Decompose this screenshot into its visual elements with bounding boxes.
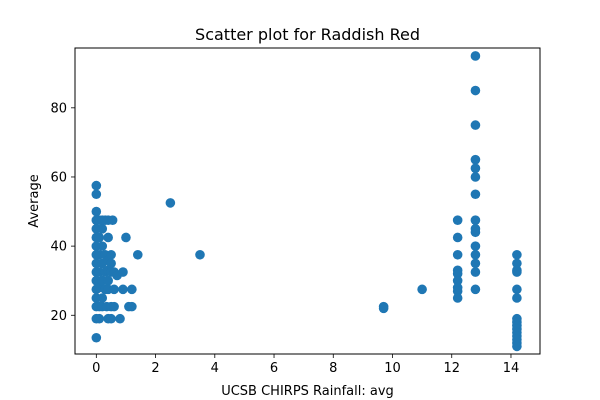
data-point (109, 301, 119, 312)
data-point (452, 286, 463, 296)
y-tick-label: 40 (50, 240, 67, 255)
data-point (452, 215, 463, 225)
data-point (118, 267, 128, 277)
data-point (512, 267, 522, 277)
x-tick-label: 6 (270, 361, 278, 376)
x-tick-label: 14 (503, 361, 520, 376)
data-point (470, 227, 481, 238)
y-tick-label: 60 (50, 170, 67, 185)
data-point (452, 293, 463, 303)
data-point (470, 249, 481, 260)
data-point (470, 189, 481, 200)
data-point (107, 215, 118, 225)
y-tick-label: 80 (50, 101, 67, 116)
data-point (470, 215, 481, 225)
data-point (378, 303, 389, 314)
data-point (91, 332, 102, 343)
data-point (106, 249, 116, 260)
y-axis-label: Average (27, 174, 42, 227)
data-point (452, 249, 463, 260)
plot-area-frame (74, 47, 541, 355)
data-point (165, 198, 176, 208)
data-point (106, 258, 116, 269)
x-axis-label: UCSB CHIRPS Rainfall: avg (221, 384, 394, 399)
data-point (106, 313, 116, 324)
x-tick-label: 10 (384, 361, 401, 376)
data-point (97, 224, 108, 234)
data-point (512, 284, 522, 295)
data-point (132, 249, 143, 260)
data-point (118, 284, 128, 295)
data-point (452, 268, 463, 279)
data-point (470, 163, 481, 174)
data-point (470, 241, 481, 251)
data-point (103, 232, 113, 243)
data-point (470, 172, 481, 182)
data-point (91, 206, 102, 217)
data-point (512, 249, 522, 260)
data-point (512, 258, 522, 269)
x-tick-label: 8 (329, 361, 337, 376)
data-point (470, 284, 481, 295)
data-point (127, 301, 137, 312)
chart-title: Scatter plot for Raddish Red (195, 25, 420, 44)
data-point (94, 232, 105, 243)
data-point (470, 85, 481, 96)
data-point (103, 275, 113, 286)
data-point (452, 232, 463, 243)
data-point (470, 267, 481, 277)
data-point (115, 313, 125, 324)
x-tick-label: 12 (443, 361, 460, 376)
data-point (91, 189, 102, 200)
data-point (127, 284, 137, 295)
data-point (195, 249, 205, 260)
data-point (94, 313, 105, 324)
data-point (452, 275, 463, 286)
data-point (109, 284, 119, 295)
data-point (470, 51, 481, 61)
x-tick-label: 2 (151, 361, 159, 376)
data-point (417, 284, 427, 295)
data-point (512, 293, 522, 303)
data-point (91, 180, 102, 191)
ticks-layer: 0 2 4 6 8 10 12 14 20 40 60 80 (50, 101, 519, 376)
data-point (97, 241, 108, 251)
data-point (470, 258, 481, 269)
data-point (470, 120, 481, 130)
data-point (470, 154, 481, 165)
data-point (121, 232, 131, 243)
data-point (97, 293, 108, 303)
points-layer (91, 51, 522, 352)
y-tick-label: 20 (50, 309, 67, 324)
x-tick-label: 4 (211, 361, 219, 376)
data-point (512, 341, 522, 352)
x-tick-label: 0 (92, 361, 100, 376)
